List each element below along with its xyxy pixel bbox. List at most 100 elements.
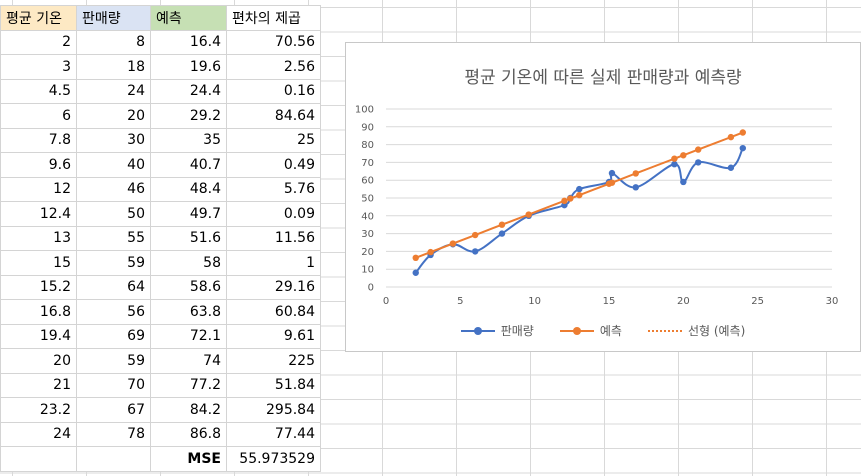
cell-temperature[interactable]: 20 <box>0 348 77 374</box>
cell-squared-deviation[interactable]: 295.84 <box>226 397 321 423</box>
cell-sales[interactable]: 20 <box>76 103 151 129</box>
legend-item-trendline: 선형 (예측) <box>647 322 746 339</box>
legend-item-sales: 판매량 <box>460 322 534 339</box>
cell-temperature[interactable]: 15.2 <box>0 274 77 300</box>
cell-temperature[interactable]: 24 <box>0 421 77 447</box>
cell-prediction[interactable]: 19.6 <box>150 54 227 80</box>
cell-prediction[interactable]: 16.4 <box>150 29 227 55</box>
cell-prediction[interactable]: 77.2 <box>150 372 227 398</box>
cell-prediction[interactable]: 86.8 <box>150 421 227 447</box>
cell-squared-deviation[interactable]: 0.49 <box>226 152 321 178</box>
header-cell-temperature[interactable]: 평균 기온 <box>0 5 77 31</box>
cell-squared-deviation[interactable]: 1 <box>226 250 321 276</box>
cell-temperature[interactable]: 13 <box>0 225 77 251</box>
mse-row: MSE 55.973529 <box>0 446 321 472</box>
cell-squared-deviation[interactable]: 225 <box>226 348 321 374</box>
table-row: 12 46 48.4 5.76 <box>0 176 321 202</box>
cell-sales[interactable]: 46 <box>76 176 151 202</box>
header-cell-squared-deviation[interactable]: 편차의 제곱 <box>226 5 321 31</box>
cell-prediction[interactable]: 40.7 <box>150 152 227 178</box>
table-row: 12.4 50 49.7 0.09 <box>0 201 321 227</box>
cell-temperature[interactable]: 19.4 <box>0 323 77 349</box>
empty-cell[interactable] <box>0 446 77 472</box>
cell-squared-deviation[interactable]: 29.16 <box>226 274 321 300</box>
cell-temperature[interactable]: 9.6 <box>0 152 77 178</box>
legend-swatch-trendline <box>647 325 682 337</box>
data-point-prediction <box>608 179 616 186</box>
cell-temperature[interactable]: 7.8 <box>0 127 77 153</box>
cell-sales[interactable]: 70 <box>76 372 151 398</box>
cell-temperature[interactable]: 4.5 <box>0 78 77 104</box>
legend-item-prediction: 예측 <box>559 322 622 339</box>
cell-sales[interactable]: 56 <box>76 299 151 325</box>
mse-label-cell[interactable]: MSE <box>150 446 227 472</box>
header-row: 평균 기온 판매량 예측 편차의 제곱 <box>0 5 321 31</box>
cell-squared-deviation[interactable]: 51.84 <box>226 372 321 398</box>
cell-temperature[interactable]: 23.2 <box>0 397 77 423</box>
cell-squared-deviation[interactable]: 0.16 <box>226 78 321 104</box>
cell-prediction[interactable]: 58 <box>150 250 227 276</box>
cell-temperature[interactable]: 6 <box>0 103 77 129</box>
cell-prediction[interactable]: 24.4 <box>150 78 227 104</box>
data-point-prediction <box>498 221 506 228</box>
header-cell-sales[interactable]: 판매량 <box>76 5 151 31</box>
cell-sales[interactable]: 24 <box>76 78 151 104</box>
cell-squared-deviation[interactable]: 9.61 <box>226 323 321 349</box>
cell-prediction[interactable]: 49.7 <box>150 201 227 227</box>
cell-squared-deviation[interactable]: 60.84 <box>226 299 321 325</box>
cell-sales[interactable]: 59 <box>76 348 151 374</box>
cell-prediction[interactable]: 72.1 <box>150 323 227 349</box>
cell-temperature[interactable]: 2 <box>0 29 77 55</box>
cell-sales[interactable]: 59 <box>76 250 151 276</box>
cell-prediction[interactable]: 58.6 <box>150 274 227 300</box>
cell-temperature[interactable]: 3 <box>0 54 77 80</box>
cell-temperature[interactable]: 12 <box>0 176 77 202</box>
cell-squared-deviation[interactable]: 25 <box>226 127 321 153</box>
cell-sales[interactable]: 67 <box>76 397 151 423</box>
data-point-prediction <box>632 170 639 177</box>
cell-squared-deviation[interactable]: 5.76 <box>226 176 321 202</box>
table-row: 20 59 74 225 <box>0 348 321 374</box>
cell-sales[interactable]: 55 <box>76 225 151 251</box>
table-row: 2 8 16.4 70.56 <box>0 29 321 55</box>
cell-sales[interactable]: 69 <box>76 323 151 349</box>
chart-plot-area: 0 10 20 30 40 50 60 70 80 90 100 0 5 10 15 20 25 30 <box>355 105 839 308</box>
cell-prediction[interactable]: 29.2 <box>150 103 227 129</box>
cell-squared-deviation[interactable]: 84.64 <box>226 103 321 129</box>
empty-cell[interactable] <box>76 446 151 472</box>
cell-squared-deviation[interactable]: 2.56 <box>226 54 321 80</box>
cell-temperature[interactable]: 16.8 <box>0 299 77 325</box>
legend-label-trendline: 선형 (예측) <box>687 324 746 338</box>
cell-temperature[interactable]: 12.4 <box>0 201 77 227</box>
table-row: 16.8 56 63.8 60.84 <box>0 299 321 325</box>
cell-prediction[interactable]: 35 <box>150 127 227 153</box>
chart-container[interactable]: 평균 기온에 따른 실제 판매량과 예측량 0 10 20 30 40 50 60 70 80 9… <box>345 42 861 352</box>
data-point-prediction <box>739 129 746 136</box>
cell-prediction[interactable]: 48.4 <box>150 176 227 202</box>
cell-squared-deviation[interactable]: 0.09 <box>226 201 321 227</box>
cell-temperature[interactable]: 15 <box>0 250 77 276</box>
cell-sales[interactable]: 40 <box>76 152 151 178</box>
series-line-sales <box>414 147 744 274</box>
cell-sales[interactable]: 50 <box>76 201 151 227</box>
cell-squared-deviation[interactable]: 11.56 <box>226 225 321 251</box>
cell-prediction[interactable]: 63.8 <box>150 299 227 325</box>
cell-squared-deviation[interactable]: 77.44 <box>226 421 321 447</box>
header-cell-prediction[interactable]: 예측 <box>150 5 227 31</box>
cell-sales[interactable]: 78 <box>76 421 151 447</box>
x-tick-label: 30 <box>826 296 839 307</box>
cell-prediction[interactable]: 51.6 <box>150 225 227 251</box>
data-point-prediction <box>695 146 702 153</box>
cell-temperature[interactable]: 21 <box>0 372 77 398</box>
cell-prediction[interactable]: 84.2 <box>150 397 227 423</box>
cell-sales[interactable]: 64 <box>76 274 151 300</box>
cell-prediction[interactable]: 74 <box>150 348 227 374</box>
cell-squared-deviation[interactable]: 70.56 <box>226 29 321 55</box>
data-point-sales <box>632 184 639 191</box>
table-row: 15.2 64 58.6 29.16 <box>0 274 321 300</box>
mse-value-cell[interactable]: 55.973529 <box>226 446 321 472</box>
y-tick-label: 60 <box>361 176 374 187</box>
cell-sales[interactable]: 8 <box>76 29 151 55</box>
cell-sales[interactable]: 30 <box>76 127 151 153</box>
cell-sales[interactable]: 18 <box>76 54 151 80</box>
